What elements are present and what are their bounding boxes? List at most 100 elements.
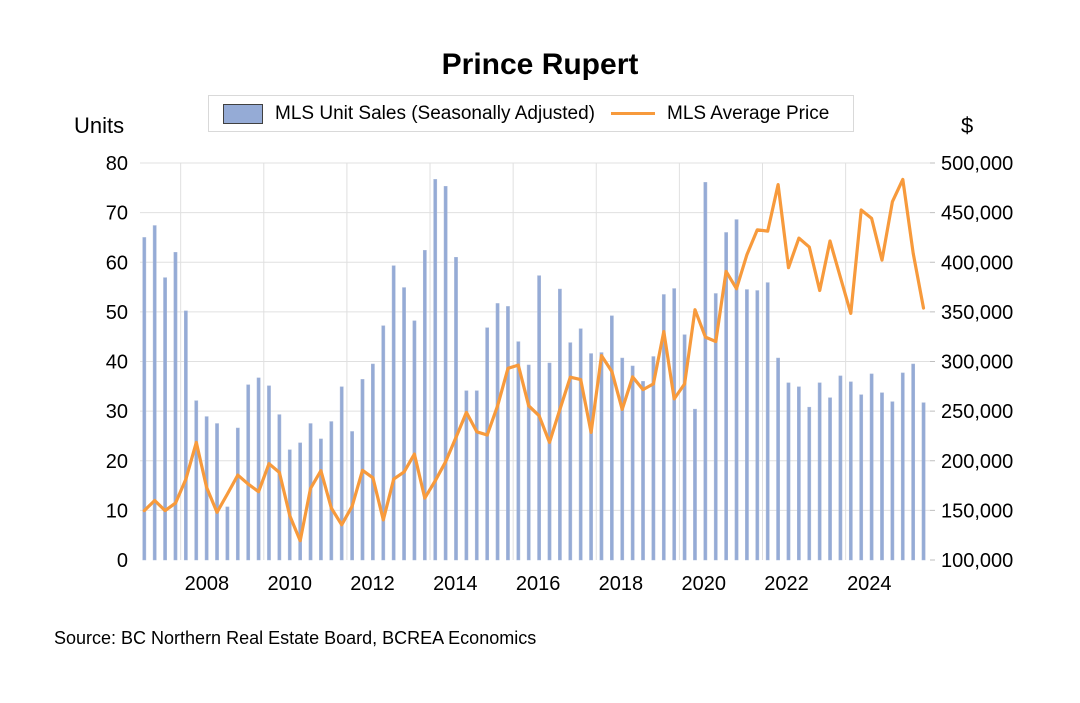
bar [319,438,323,561]
bar [713,293,718,561]
bar [672,288,677,561]
bar [454,257,458,561]
bar [641,381,645,561]
left-axis-tick-label: 10 [106,500,128,522]
bar [485,327,490,561]
bar [184,310,188,561]
bar [443,186,448,561]
x-axis-tick-label: 2014 [433,573,478,595]
bar [142,237,147,561]
source-note: Source: BC Northern Real Estate Board, B… [54,628,537,648]
bar [215,423,219,561]
bar [474,390,479,561]
legend-bar-swatch [223,103,263,124]
bar [745,289,749,561]
right-axis-tick-label: 150,000 [941,500,1013,522]
bar [620,357,625,561]
left-axis-tick-label: 20 [106,451,128,473]
bar [651,356,656,561]
bar [755,290,760,561]
x-axis-tick-label: 2020 [681,573,726,595]
left-axis-tick-label: 80 [106,153,128,175]
right-axis-tick-label: 250,000 [941,401,1013,423]
bar [765,282,770,561]
x-axis-tick-label: 2018 [599,573,644,595]
bar [890,401,895,561]
bar [776,357,780,561]
bar [194,400,199,561]
bar [526,364,531,561]
bar [152,225,157,561]
bar [173,252,178,561]
bar [329,421,334,561]
x-axis-tick-label: 2024 [847,573,892,595]
x-axis-tick-label: 2012 [350,573,395,595]
left-axis-tick-label: 30 [106,401,128,423]
bar [298,442,302,561]
left-axis-tick-label: 40 [106,352,128,374]
bar [828,397,832,561]
bar [838,375,843,561]
bar [516,341,521,561]
bar [859,394,864,561]
bar [412,320,417,561]
bar [807,406,812,561]
bar [246,384,251,561]
bar [578,328,583,561]
bar [350,431,354,561]
bar [339,386,344,561]
average-price-line [142,177,926,543]
right-axis-tick-label: 300,000 [941,352,1013,374]
bar [381,325,386,561]
bar [703,182,708,561]
bar [599,352,604,561]
legend: MLS Unit Sales (Seasonally Adjusted) MLS… [208,95,854,132]
left-axis-tick-label: 70 [106,203,128,225]
bar [589,353,593,561]
bar [547,362,552,561]
bar [682,334,687,561]
bar [558,288,562,561]
x-axis-tick-label: 2010 [267,573,312,595]
bar [921,402,926,561]
bar [391,265,396,561]
bar [277,414,282,561]
bar [900,372,905,561]
bar [256,377,261,561]
bar [734,219,739,561]
bar [630,365,635,561]
bar [724,232,728,561]
x-axis-tick-label: 2016 [516,573,561,595]
right-axis-title: $ [961,113,974,138]
bar [433,179,438,561]
x-axis-tick-label: 2022 [764,573,809,595]
bar [786,382,791,561]
legend-label-unit-sales: MLS Unit Sales (Seasonally Adjusted) [275,102,595,124]
bar [506,306,510,561]
bar [568,342,573,561]
bar [911,363,916,561]
chart-title: Prince Rupert [441,48,639,81]
bar [693,408,697,561]
bar [422,250,427,561]
bar [267,385,271,561]
right-axis-tick-label: 500,000 [941,153,1013,175]
bar [235,427,240,561]
left-axis-title: Units [74,113,125,138]
bar [371,363,375,561]
bar [495,303,500,561]
right-axis-tick-label: 100,000 [941,550,1013,572]
bar [880,392,884,561]
legend-label-average-price: MLS Average Price [667,102,830,124]
legend-line-swatch [611,112,655,115]
bar [225,506,230,561]
right-axis-tick-label: 450,000 [941,203,1013,225]
bar [464,390,469,561]
x-axis-tick-label: 2008 [185,573,230,595]
bar [610,315,614,561]
bar [661,294,666,561]
left-axis-tick-label: 60 [106,252,128,274]
right-axis-tick-label: 400,000 [941,252,1013,274]
bar [869,373,874,561]
